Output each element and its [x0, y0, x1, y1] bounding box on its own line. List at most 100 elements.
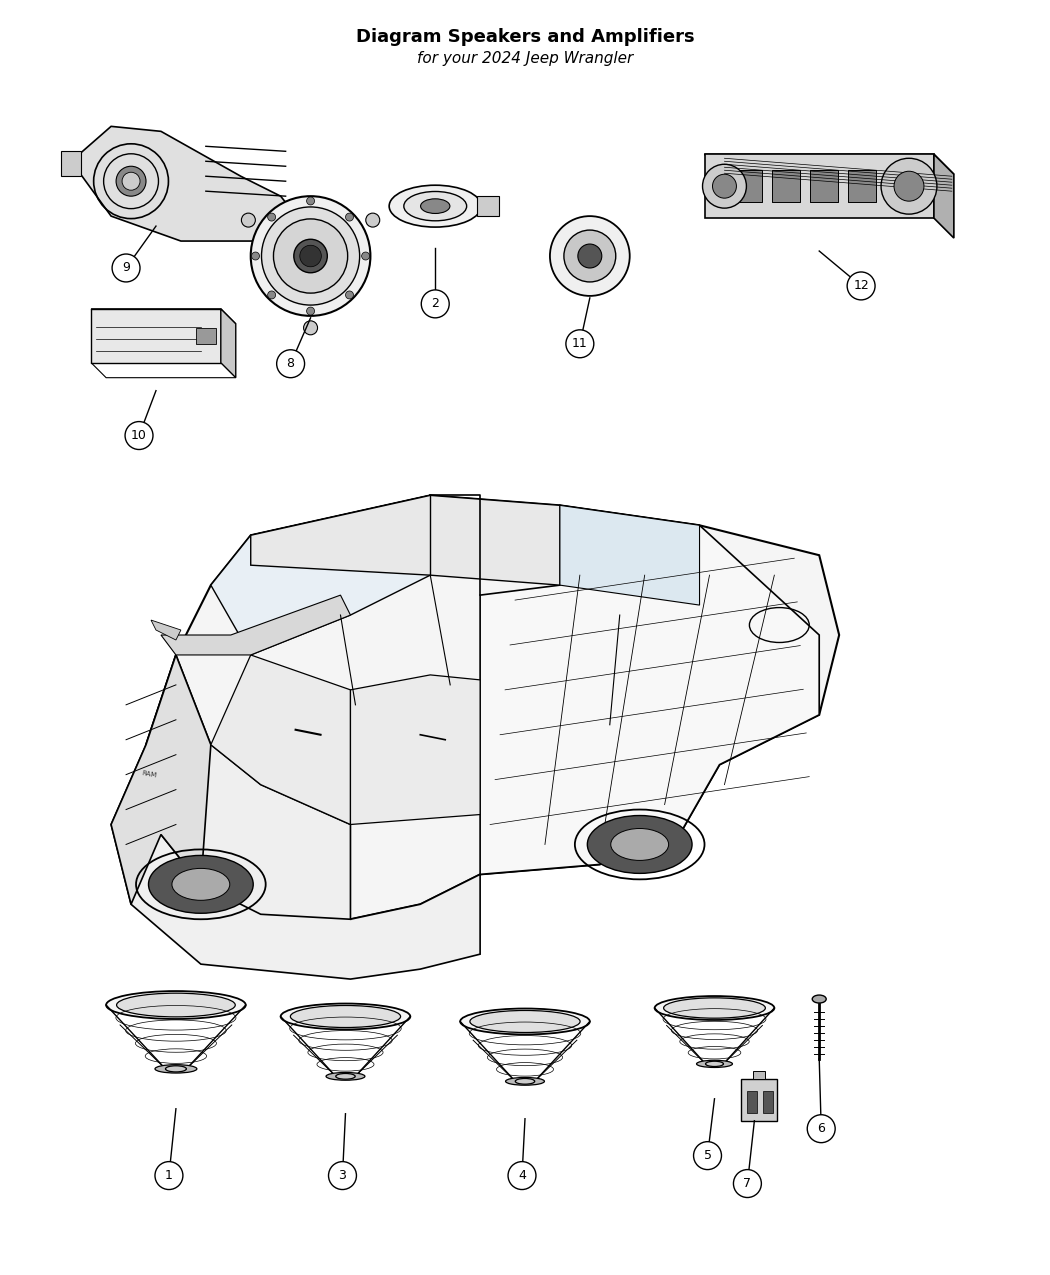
Ellipse shape: [813, 994, 826, 1003]
Polygon shape: [705, 154, 933, 218]
Ellipse shape: [611, 829, 669, 861]
Bar: [773, 171, 800, 203]
Bar: [61, 152, 81, 176]
Ellipse shape: [664, 998, 765, 1019]
Circle shape: [155, 1162, 183, 1190]
Circle shape: [894, 171, 924, 201]
Polygon shape: [351, 674, 480, 825]
Circle shape: [261, 207, 360, 305]
Bar: [477, 196, 499, 217]
Ellipse shape: [516, 1079, 534, 1084]
Ellipse shape: [122, 172, 140, 190]
Circle shape: [303, 321, 317, 335]
Text: 11: 11: [572, 338, 588, 351]
Text: 4: 4: [518, 1169, 526, 1182]
Circle shape: [578, 244, 602, 268]
Polygon shape: [146, 496, 839, 919]
Circle shape: [252, 252, 259, 260]
Ellipse shape: [280, 1003, 411, 1029]
Polygon shape: [705, 154, 953, 175]
Circle shape: [508, 1162, 536, 1190]
Circle shape: [421, 289, 449, 317]
Ellipse shape: [505, 1077, 545, 1085]
Polygon shape: [480, 505, 819, 875]
Text: 9: 9: [122, 261, 130, 274]
Bar: [748, 1091, 757, 1113]
Circle shape: [345, 291, 354, 298]
Circle shape: [251, 196, 371, 316]
Ellipse shape: [106, 991, 246, 1019]
Circle shape: [694, 1141, 721, 1169]
Polygon shape: [71, 126, 300, 241]
Ellipse shape: [404, 191, 466, 221]
Circle shape: [564, 230, 615, 282]
Polygon shape: [211, 496, 430, 655]
Polygon shape: [146, 655, 351, 919]
Ellipse shape: [460, 1009, 590, 1034]
Text: for your 2024 Jeep Wrangler: for your 2024 Jeep Wrangler: [417, 51, 633, 66]
Ellipse shape: [587, 816, 692, 873]
Text: 1: 1: [165, 1169, 173, 1182]
Circle shape: [550, 217, 630, 296]
Bar: [734, 171, 762, 203]
Circle shape: [702, 164, 747, 208]
Bar: [763, 1091, 774, 1113]
Circle shape: [807, 1114, 835, 1142]
Circle shape: [847, 272, 875, 300]
Text: Diagram Speakers and Amplifiers: Diagram Speakers and Amplifiers: [356, 28, 694, 46]
Polygon shape: [220, 309, 236, 377]
Circle shape: [268, 291, 276, 298]
Polygon shape: [251, 496, 560, 585]
Circle shape: [125, 422, 153, 450]
Bar: [741, 1079, 777, 1121]
Polygon shape: [161, 595, 351, 655]
Ellipse shape: [117, 166, 146, 196]
Polygon shape: [111, 745, 480, 979]
Circle shape: [307, 196, 315, 205]
Ellipse shape: [654, 996, 774, 1020]
Ellipse shape: [172, 868, 230, 900]
Ellipse shape: [291, 1006, 401, 1028]
Ellipse shape: [148, 856, 253, 913]
Circle shape: [242, 213, 255, 227]
Bar: [196, 328, 216, 344]
Ellipse shape: [166, 1066, 187, 1072]
Circle shape: [345, 213, 354, 221]
Ellipse shape: [421, 199, 449, 213]
Circle shape: [734, 1169, 761, 1197]
Ellipse shape: [327, 1072, 365, 1080]
Polygon shape: [111, 655, 211, 904]
Polygon shape: [91, 309, 220, 362]
Polygon shape: [211, 655, 351, 825]
Text: 2: 2: [432, 297, 439, 310]
Polygon shape: [933, 154, 953, 238]
Circle shape: [268, 213, 276, 221]
Circle shape: [881, 158, 937, 214]
Bar: [811, 171, 838, 203]
Circle shape: [713, 175, 736, 198]
Polygon shape: [560, 505, 699, 606]
Polygon shape: [151, 620, 181, 640]
Circle shape: [276, 349, 304, 377]
Ellipse shape: [336, 1074, 355, 1079]
Bar: [886, 171, 914, 203]
Circle shape: [300, 245, 321, 266]
Ellipse shape: [117, 993, 235, 1017]
Bar: [848, 171, 876, 203]
Text: 8: 8: [287, 357, 295, 370]
Text: 12: 12: [854, 279, 869, 292]
Ellipse shape: [470, 1011, 580, 1033]
Ellipse shape: [706, 1061, 723, 1066]
Circle shape: [307, 307, 315, 315]
Circle shape: [365, 213, 380, 227]
Circle shape: [566, 330, 594, 358]
Text: 6: 6: [817, 1122, 825, 1135]
Circle shape: [329, 1162, 356, 1190]
Ellipse shape: [696, 1061, 733, 1067]
Ellipse shape: [390, 185, 481, 227]
Text: 10: 10: [131, 428, 147, 442]
Circle shape: [294, 240, 328, 273]
Circle shape: [273, 219, 348, 293]
Polygon shape: [91, 309, 236, 324]
Text: 3: 3: [338, 1169, 347, 1182]
